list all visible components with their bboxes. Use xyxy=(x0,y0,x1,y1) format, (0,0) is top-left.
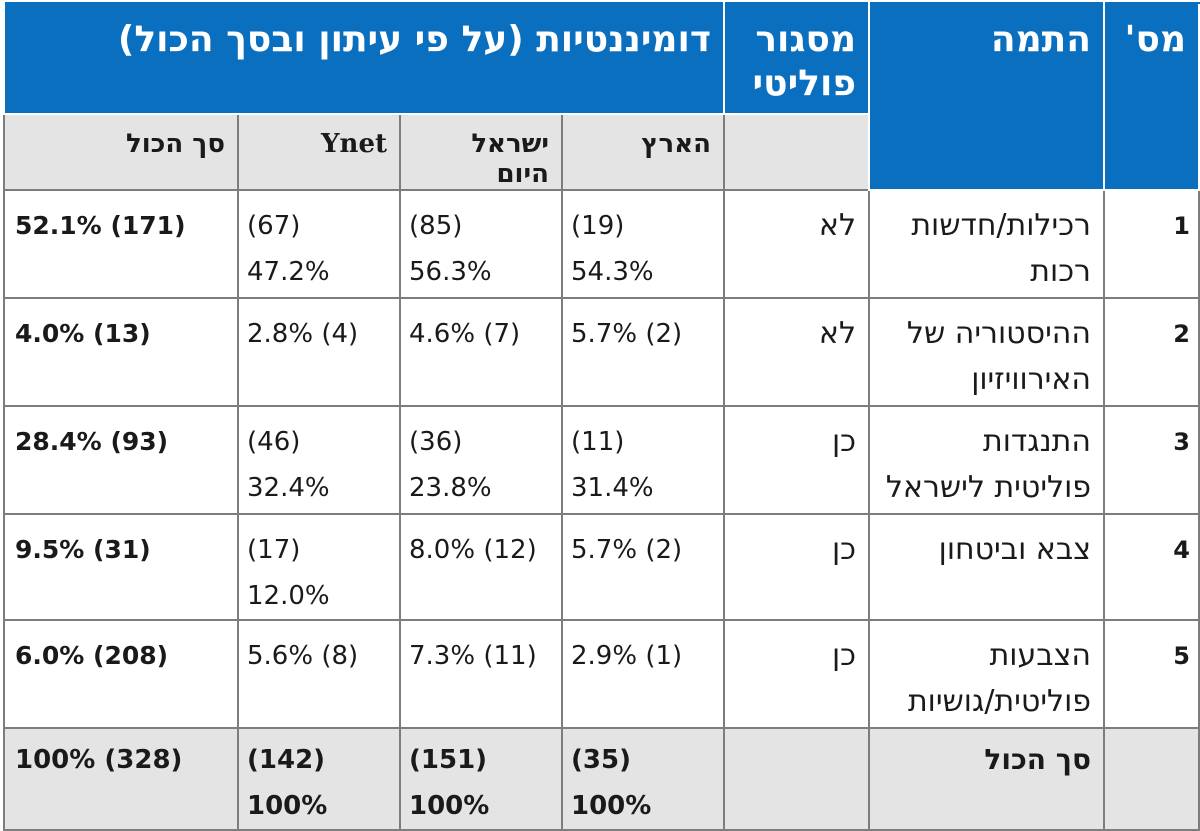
cell-total: (93) 28.4% xyxy=(3,405,239,515)
cell-total: (13) 4.0% xyxy=(3,297,239,407)
cell-israel-hayom: (7) 4.6% xyxy=(399,297,563,407)
total-haaretz: (35) 100% xyxy=(561,727,725,831)
total-israel-hayom: (151) 100% xyxy=(399,727,563,831)
cell-ynet: (67) 47.2% xyxy=(237,189,401,299)
total-overall: (328) 100% xyxy=(3,727,239,831)
table-row: 3 התנגדות פוליטית לישראל כן (11) 31.4% (… xyxy=(3,405,1200,515)
row-number: 5 xyxy=(1103,619,1200,729)
row-topic: ההיסטוריה של האירוויזיון xyxy=(868,297,1105,407)
row-number: 2 xyxy=(1103,297,1200,407)
row-topic: הצבעות פוליטית/גושיות xyxy=(868,619,1105,729)
cell-israel-hayom: (12) 8.0% xyxy=(399,513,563,621)
dominance-table: מס' התמה מסגור פוליטי דומיננטיות (על פי … xyxy=(3,2,1200,831)
cell-haaretz: (11) 31.4% xyxy=(561,405,725,515)
table-row: 5 הצבעות פוליטית/גושיות כן (1) 2.9% (11)… xyxy=(3,619,1200,729)
header-row: מס' התמה מסגור פוליטי דומיננטיות (על פי … xyxy=(3,2,1200,191)
total-row: סך הכול (35) 100% (151) 100% (142) 100% … xyxy=(3,727,1200,831)
cell-haaretz: (1) 2.9% xyxy=(561,619,725,729)
table-row: 2 ההיסטוריה של האירוויזיון לא (2) 5.7% (… xyxy=(3,297,1200,407)
table-row: 4 צבא וביטחון כן (2) 5.7% (12) 8.0% (17)… xyxy=(3,513,1200,621)
cell-total: (31) 9.5% xyxy=(3,513,239,621)
row-topic: צבא וביטחון xyxy=(868,513,1105,621)
political-subheader-empty xyxy=(723,113,870,191)
political-frame-header: מסגור פוליטי xyxy=(723,2,870,115)
total-row-empty xyxy=(1103,727,1200,831)
cell-israel-hayom: (36) 23.8% xyxy=(399,405,563,515)
cell-haaretz: (19) 54.3% xyxy=(561,189,725,299)
number-header: מס' xyxy=(1103,2,1200,191)
cell-israel-hayom: (11) 7.3% xyxy=(399,619,563,729)
cell-israel-hayom: (85) 56.3% xyxy=(399,189,563,299)
row-number: 3 xyxy=(1103,405,1200,515)
cell-haaretz: (2) 5.7% xyxy=(561,297,725,407)
dominance-header: דומיננטיות (על פי עיתון ובסך הכול) xyxy=(3,2,725,115)
row-topic: רכילות/חדשות רכות xyxy=(868,189,1105,299)
subheader-row: הארץ ישראל היום Ynet סך הכול xyxy=(3,113,1199,191)
cell-ynet: (4) 2.8% xyxy=(237,297,401,407)
row-political: לא xyxy=(723,189,870,299)
row-number: 4 xyxy=(1103,513,1200,621)
row-political: כן xyxy=(723,619,870,729)
row-political: לא xyxy=(723,297,870,407)
total-ynet: (142) 100% xyxy=(237,727,401,831)
cell-ynet: (46) 32.4% xyxy=(237,405,401,515)
topic-header: התמה xyxy=(868,2,1105,191)
row-political: כן xyxy=(723,405,870,515)
haaretz-header: הארץ xyxy=(561,113,725,191)
total-row-label: סך הכול xyxy=(868,727,1105,831)
total-row-political-empty xyxy=(723,727,870,831)
row-political: כן xyxy=(723,513,870,621)
cell-ynet: (8) 5.6% xyxy=(237,619,401,729)
cell-total: (208) 6.0% xyxy=(3,619,239,729)
cell-ynet: (17) 12.0% xyxy=(237,513,401,621)
cell-haaretz: (2) 5.7% xyxy=(561,513,725,621)
cell-total: (171) 52.1% xyxy=(3,189,239,299)
table-row: 1 רכילות/חדשות רכות לא (19) 54.3% (85) 5… xyxy=(3,189,1200,299)
row-number: 1 xyxy=(1103,189,1200,299)
row-topic: התנגדות פוליטית לישראל xyxy=(868,405,1105,515)
total-header: סך הכול xyxy=(3,113,239,191)
israel-hayom-header: ישראל היום xyxy=(399,113,563,191)
ynet-header: Ynet xyxy=(237,113,401,191)
